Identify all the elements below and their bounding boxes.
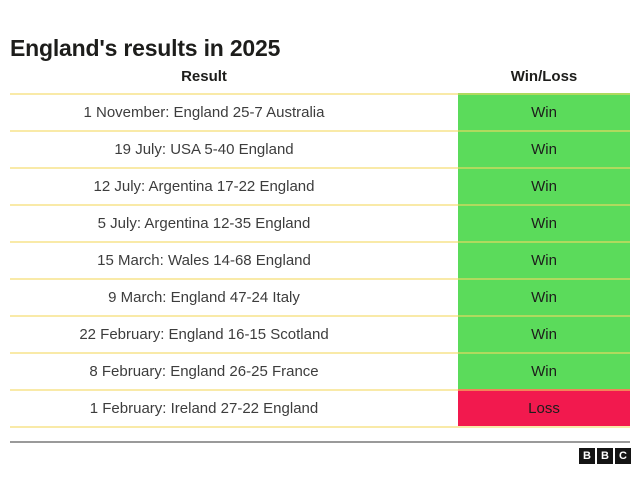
footer-divider	[10, 441, 630, 443]
outcome-cell: Win	[458, 204, 630, 241]
bbc-logo: B B C	[579, 448, 631, 464]
column-header-result: Result	[181, 68, 227, 85]
table-header-row: Result Win/Loss	[10, 60, 630, 93]
table-row: 19 July: USA 5-40 England Win	[10, 130, 630, 167]
page-title: England's results in 2025	[10, 35, 281, 62]
outcome-cell: Win	[458, 352, 630, 389]
outcome-cell: Loss	[458, 389, 630, 426]
outcome-cell: Win	[458, 241, 630, 278]
table-row: 15 March: Wales 14-68 England Win	[10, 241, 630, 278]
table-row: 1 November: England 25-7 Australia Win	[10, 93, 630, 130]
table-row: 8 February: England 26-25 France Win	[10, 352, 630, 389]
outcome-cell: Win	[458, 315, 630, 352]
result-cell: 12 July: Argentina 17-22 England	[10, 167, 458, 204]
result-cell: 1 November: England 25-7 Australia	[10, 93, 458, 130]
result-cell: 9 March: England 47-24 Italy	[10, 278, 458, 315]
bbc-logo-block-3: C	[615, 448, 631, 464]
table-row: 22 February: England 16-15 Scotland Win	[10, 315, 630, 352]
result-cell: 19 July: USA 5-40 England	[10, 130, 458, 167]
table-body: 1 November: England 25-7 Australia Win 1…	[10, 93, 630, 428]
outcome-cell: Win	[458, 93, 630, 130]
result-cell: 15 March: Wales 14-68 England	[10, 241, 458, 278]
outcome-cell: Win	[458, 278, 630, 315]
result-cell: 22 February: England 16-15 Scotland	[10, 315, 458, 352]
table-row: 5 July: Argentina 12-35 England Win	[10, 204, 630, 241]
result-cell: 1 February: Ireland 27-22 England	[10, 389, 458, 426]
outcome-cell: Win	[458, 167, 630, 204]
bbc-logo-block-1: B	[579, 448, 595, 464]
result-cell: 5 July: Argentina 12-35 England	[10, 204, 458, 241]
bbc-logo-block-2: B	[597, 448, 613, 464]
results-table: Result Win/Loss 1 November: England 25-7…	[10, 60, 630, 428]
table-row: 12 July: Argentina 17-22 England Win	[10, 167, 630, 204]
result-cell: 8 February: England 26-25 France	[10, 352, 458, 389]
column-header-winloss: Win/Loss	[510, 68, 578, 85]
table-row: 1 February: Ireland 27-22 England Loss	[10, 389, 630, 426]
table-row: 9 March: England 47-24 Italy Win	[10, 278, 630, 315]
outcome-cell: Win	[458, 130, 630, 167]
